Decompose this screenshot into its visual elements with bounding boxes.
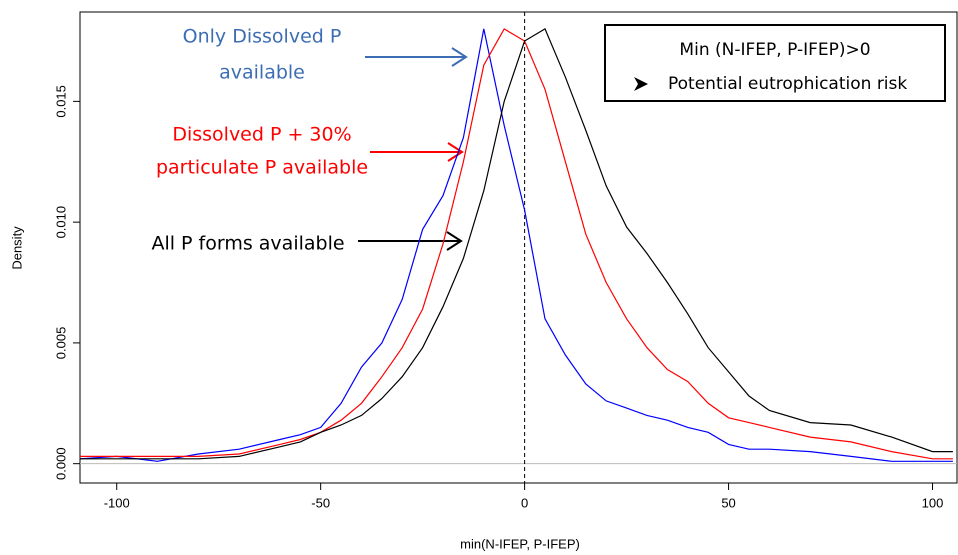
y-tick-label: 0.015 — [53, 85, 68, 118]
plot-frame — [79, 11, 958, 484]
info-box — [604, 24, 946, 102]
annotation-text: Dissolved P + 30% — [172, 124, 351, 146]
x-tick-label: 100 — [922, 495, 944, 510]
annotation-text: All P forms available — [151, 233, 344, 255]
x-tick-label: 0 — [521, 495, 528, 510]
bullet-icon — [634, 77, 648, 91]
annotation-text: Only Dissolved P — [183, 26, 342, 48]
y-axis-label: Density — [9, 226, 24, 270]
annotation-text: available — [219, 62, 305, 84]
series-line — [80, 28, 953, 460]
x-tick-label: -100 — [104, 495, 130, 510]
y-tick-label: 0.005 — [53, 327, 68, 360]
annotation-text: particulate P available — [156, 157, 368, 179]
y-tick-label: 0.000 — [53, 447, 68, 480]
box-bullet: Potential eutrophication risk — [668, 74, 907, 94]
y-tick-label: 0.010 — [53, 206, 68, 239]
x-axis-label: min(N-IFEP, P-IFEP) — [460, 536, 580, 551]
x-tick-label: -50 — [311, 495, 330, 510]
box-title: Min (N-IFEP, P-IFEP)>0 — [679, 40, 870, 60]
annotation-arrows — [358, 47, 468, 251]
x-tick-label: 50 — [721, 495, 735, 510]
series-line — [79, 28, 953, 462]
